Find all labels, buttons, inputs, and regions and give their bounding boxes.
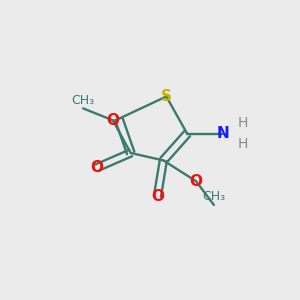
Text: O: O: [106, 113, 119, 128]
Text: H: H: [238, 137, 248, 151]
Text: H: H: [238, 116, 248, 130]
Text: O: O: [90, 160, 103, 175]
Text: CH₃: CH₃: [72, 94, 95, 107]
Text: S: S: [161, 89, 172, 104]
Text: CH₃: CH₃: [202, 190, 226, 203]
Text: N: N: [216, 126, 229, 141]
Text: O: O: [151, 189, 164, 204]
Text: O: O: [190, 174, 202, 189]
